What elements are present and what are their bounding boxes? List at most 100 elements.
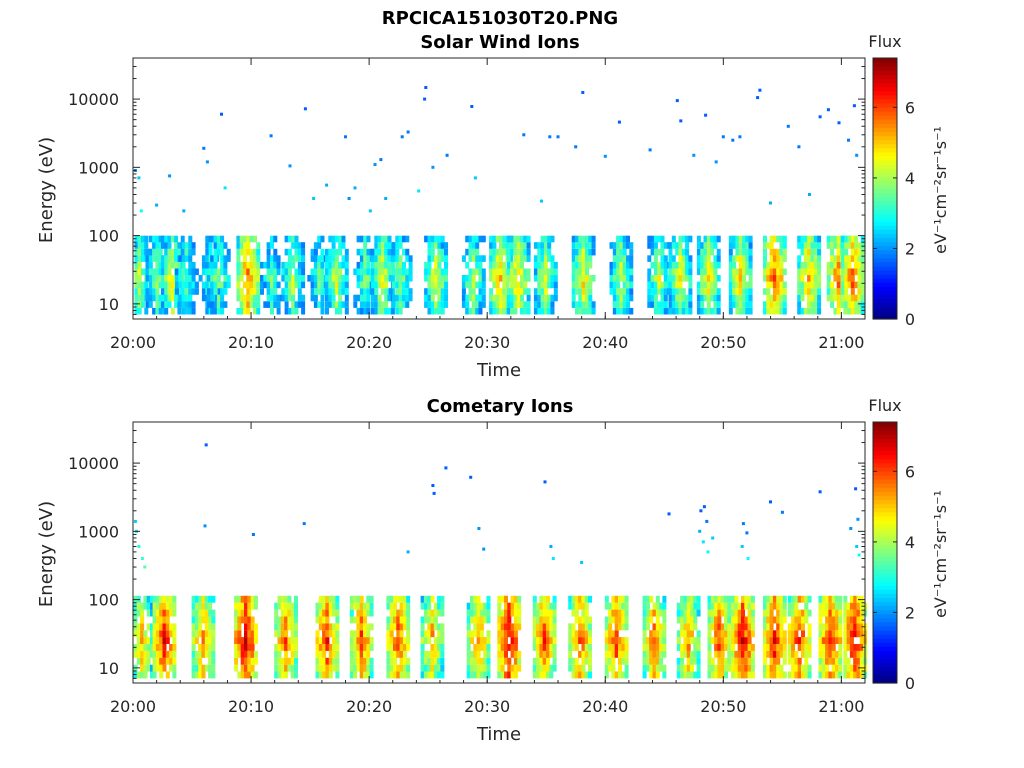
flux-cell <box>497 657 502 665</box>
flux-cell <box>629 255 634 262</box>
flux-count <box>522 133 526 137</box>
flux-cell <box>624 595 629 603</box>
flux-cell <box>315 671 320 679</box>
flux-cell <box>707 630 712 638</box>
flux-cell <box>732 242 737 249</box>
flux-cell <box>177 307 182 315</box>
flux-cell <box>857 294 862 302</box>
flux-cell <box>766 623 771 631</box>
flux-cell <box>782 248 787 256</box>
flux-cell <box>380 268 385 276</box>
flux-cell <box>332 623 337 631</box>
flux-cell <box>198 644 203 651</box>
flux-cell <box>144 242 149 249</box>
flux-cell <box>817 307 822 315</box>
flux-cell <box>155 609 160 617</box>
solar-wind-ions-colorbar-title: Flux <box>868 32 901 51</box>
flux-cell <box>657 248 662 256</box>
flux-cell <box>513 248 518 256</box>
flux-burst <box>728 235 753 315</box>
flux-cell <box>647 301 652 308</box>
flux-cell <box>433 616 438 624</box>
flux-cell <box>433 644 438 651</box>
flux-cell <box>160 288 165 295</box>
flux-cell <box>608 637 613 644</box>
flux-cell <box>571 602 576 610</box>
flux-cell <box>406 657 411 665</box>
flux-cell <box>380 307 385 315</box>
flux-cell <box>371 288 375 295</box>
flux-cell <box>223 242 228 249</box>
flux-cell <box>520 242 524 249</box>
flux-cell <box>210 255 215 262</box>
flux-cell <box>683 671 688 679</box>
flux-cell <box>813 294 818 302</box>
flux-cell <box>423 616 428 624</box>
flux-cell <box>828 657 833 665</box>
flux-cell <box>344 288 349 295</box>
flux-cell <box>201 595 206 603</box>
flux-cell <box>247 630 252 638</box>
flux-cell <box>688 235 693 243</box>
flux-cell <box>840 242 845 249</box>
flux-cell <box>649 609 654 617</box>
flux-cell <box>825 657 830 665</box>
flux-cell <box>495 301 500 308</box>
colorbar-segment <box>873 487 897 492</box>
flux-cell <box>846 602 851 610</box>
flux-cell <box>693 623 698 631</box>
flux-cell <box>766 637 771 644</box>
flux-cell <box>240 657 245 665</box>
flux-cell <box>380 301 385 308</box>
flux-cell <box>497 630 502 638</box>
flux-cell <box>609 288 614 295</box>
flux-cell <box>253 671 258 679</box>
flux-cell <box>769 595 774 603</box>
colorbar-segment <box>873 560 897 566</box>
flux-cell <box>398 301 403 308</box>
flux-cell <box>338 288 343 295</box>
flux-cell <box>700 288 705 295</box>
flux-cell <box>164 281 169 289</box>
flux-cell <box>294 664 298 672</box>
flux-cell <box>854 301 859 308</box>
flux-cell <box>344 275 349 282</box>
flux-cell <box>830 261 835 269</box>
flux-cell <box>772 650 777 658</box>
flux-cell <box>683 623 688 631</box>
flux-cell <box>678 301 683 308</box>
flux-cell <box>713 281 718 289</box>
flux-cell <box>437 255 442 262</box>
flux-cell <box>838 671 843 679</box>
flux-cell <box>389 616 394 624</box>
flux-cell <box>645 616 650 624</box>
colorbar-segment <box>873 674 897 680</box>
flux-cell <box>742 242 746 249</box>
flux-cell <box>831 657 836 665</box>
flux-cell <box>649 644 654 651</box>
flux-cell <box>821 671 826 679</box>
flux-cell <box>502 242 507 249</box>
flux-cell <box>266 301 271 308</box>
flux-cell <box>479 602 484 610</box>
flux-cell <box>584 623 589 631</box>
flux-cell <box>647 294 652 302</box>
colorbar-segment <box>873 585 897 590</box>
flux-cell <box>388 288 393 295</box>
flux-cell <box>581 616 586 624</box>
flux-cell <box>717 637 722 644</box>
flux-cell <box>150 623 154 631</box>
flux-cell <box>239 268 244 276</box>
flux-cell <box>747 602 752 610</box>
flux-cell <box>363 255 368 262</box>
flux-cell <box>750 602 755 610</box>
flux-cell <box>584 609 589 617</box>
flux-cell <box>328 609 333 617</box>
flux-cell <box>732 268 737 276</box>
flux-cell <box>213 261 218 269</box>
flux-cell <box>208 657 213 665</box>
flux-cell <box>655 609 660 617</box>
flux-cell <box>683 664 688 672</box>
flux-cell <box>328 255 333 262</box>
flux-cell <box>724 664 728 672</box>
